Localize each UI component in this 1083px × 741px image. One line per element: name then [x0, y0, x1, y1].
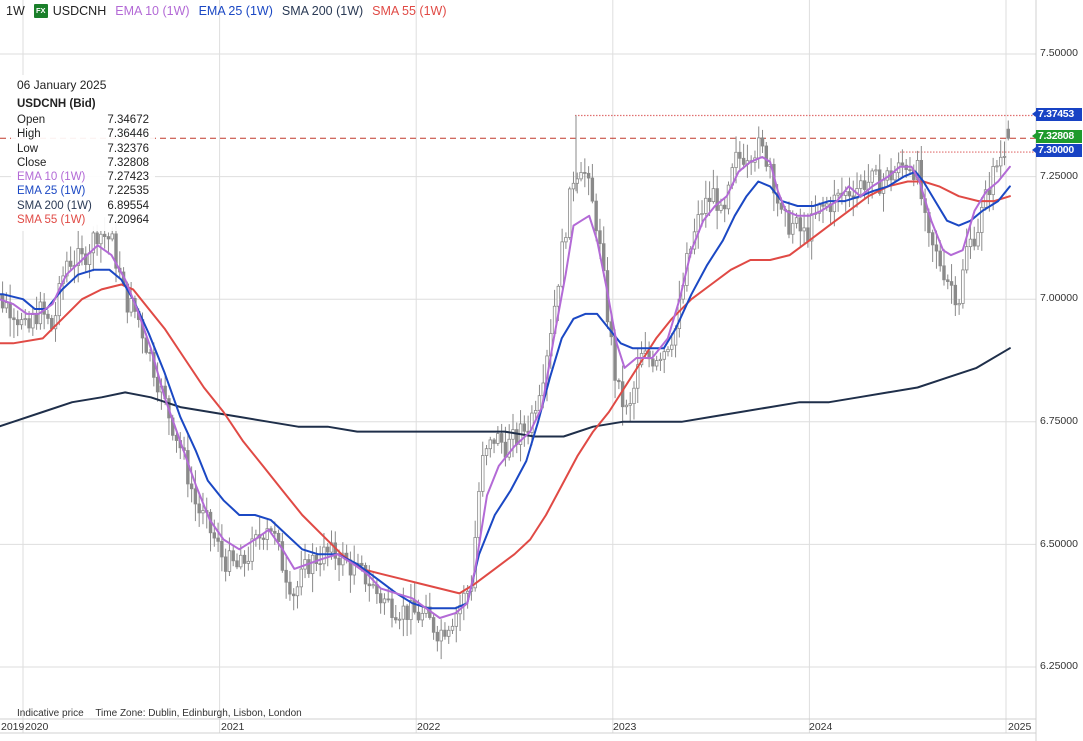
info-row-label: SMA 55 (1W) — [17, 214, 86, 227]
info-row-label: Close — [17, 156, 47, 169]
info-row-label: Low — [17, 142, 39, 155]
info-title: USDCNH (Bid) — [17, 98, 96, 110]
level-price-badge: 7.30000 — [1032, 144, 1082, 157]
y-label: 6.25000 — [1040, 660, 1078, 672]
candlesticks — [0, 115, 1010, 660]
high-price-badge: 7.37453 — [1032, 108, 1082, 121]
y-label: 7.00000 — [1040, 292, 1078, 304]
info-row: High 7.36446 — [17, 127, 149, 141]
info-row-value: 7.32808 — [107, 156, 149, 169]
legend-sma55[interactable]: SMA 55 (1W) — [372, 4, 447, 18]
sma-55-1w-line — [0, 180, 1011, 595]
info-row-label: EMA 10 (1W) — [17, 171, 86, 184]
info-row-value: 7.34672 — [107, 114, 149, 126]
timezone-note: Time Zone: Dublin, Edinburgh, Lisbon, Lo… — [95, 708, 302, 719]
ema-25-1w-line — [0, 170, 1011, 610]
info-row-value: 7.32376 — [107, 142, 149, 155]
timeframe-selector[interactable]: 1W — [6, 4, 25, 18]
y-label: 7.50000 — [1040, 47, 1078, 59]
last-price-badge: 7.32808 — [1032, 130, 1082, 143]
ema-10-1w-line — [0, 156, 1011, 619]
x-label: 2023 — [613, 721, 637, 733]
info-row: Close 7.32808 — [17, 156, 149, 170]
symbol-label: USDCNH — [52, 4, 107, 18]
indicator-lines — [0, 156, 1011, 619]
info-row: SMA 200 (1W) 6.89554 — [17, 199, 149, 213]
x-label: 2021 — [221, 721, 245, 733]
info-row: Open 7.34672 — [17, 113, 149, 127]
info-row: SMA 55 (1W) 7.20964 — [17, 213, 149, 227]
info-row-label: High — [17, 128, 41, 141]
info-row-value: 7.20964 — [107, 214, 149, 227]
x-label: 2020 — [25, 721, 49, 733]
symbol-selector[interactable]: FX USDCNH — [33, 4, 107, 18]
info-row-label: EMA 25 (1W) — [17, 185, 86, 198]
info-row-value: 7.27423 — [107, 171, 149, 184]
x-label: 2024 — [809, 721, 833, 733]
chart-footer: Indicative price Time Zone: Dublin, Edin… — [17, 708, 311, 719]
x-label: 2019 — [1, 721, 25, 733]
legend-ema25[interactable]: EMA 25 (1W) — [198, 4, 273, 18]
y-label: 6.50000 — [1040, 538, 1078, 550]
chart-header: 1W FX USDCNH EMA 10 (1W) EMA 25 (1W) SMA… — [0, 0, 456, 22]
y-label: 7.25000 — [1040, 170, 1078, 182]
info-row: EMA 25 (1W) 7.22535 — [17, 184, 149, 198]
info-row-label: Open — [17, 114, 46, 126]
legend-sma200[interactable]: SMA 200 (1W) — [281, 4, 364, 18]
x-label: 2025 — [1008, 721, 1032, 733]
info-row: EMA 10 (1W) 7.27423 — [17, 170, 149, 184]
fx-icon: FX — [33, 4, 48, 18]
x-label: 2022 — [417, 721, 441, 733]
legend-ema10[interactable]: EMA 10 (1W) — [115, 4, 190, 18]
indicative-price-note: Indicative price — [17, 708, 84, 719]
info-row-value: 6.89554 — [107, 199, 149, 212]
y-label: 6.75000 — [1040, 415, 1078, 427]
ohlc-info-panel: 06 January 2025 USDCNH (Bid) Open 7.34672… — [11, 75, 155, 232]
info-row-value: 7.36446 — [107, 128, 149, 141]
info-row: Low 7.32376 — [17, 142, 149, 156]
chart-grid — [0, 0, 1037, 741]
reference-lines — [0, 114, 1036, 153]
sma-200-1w-line — [0, 347, 1011, 438]
info-date: 06 January 2025 — [17, 78, 107, 92]
info-row-label: SMA 200 (1W) — [17, 199, 92, 212]
info-row-value: 7.22535 — [107, 185, 149, 198]
